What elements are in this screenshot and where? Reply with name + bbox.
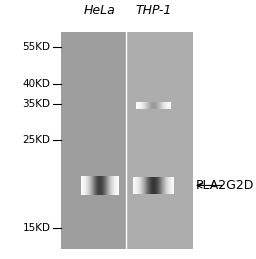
FancyBboxPatch shape	[126, 32, 193, 249]
Text: PLA2G2D: PLA2G2D	[195, 179, 254, 192]
Text: THP-1: THP-1	[135, 4, 172, 17]
Text: 15KD: 15KD	[23, 223, 50, 233]
Text: 55KD: 55KD	[23, 42, 50, 53]
Text: 35KD: 35KD	[23, 99, 50, 109]
Text: HeLa: HeLa	[84, 4, 116, 17]
Text: 40KD: 40KD	[23, 78, 50, 89]
FancyBboxPatch shape	[61, 32, 126, 249]
Text: 25KD: 25KD	[23, 135, 50, 145]
